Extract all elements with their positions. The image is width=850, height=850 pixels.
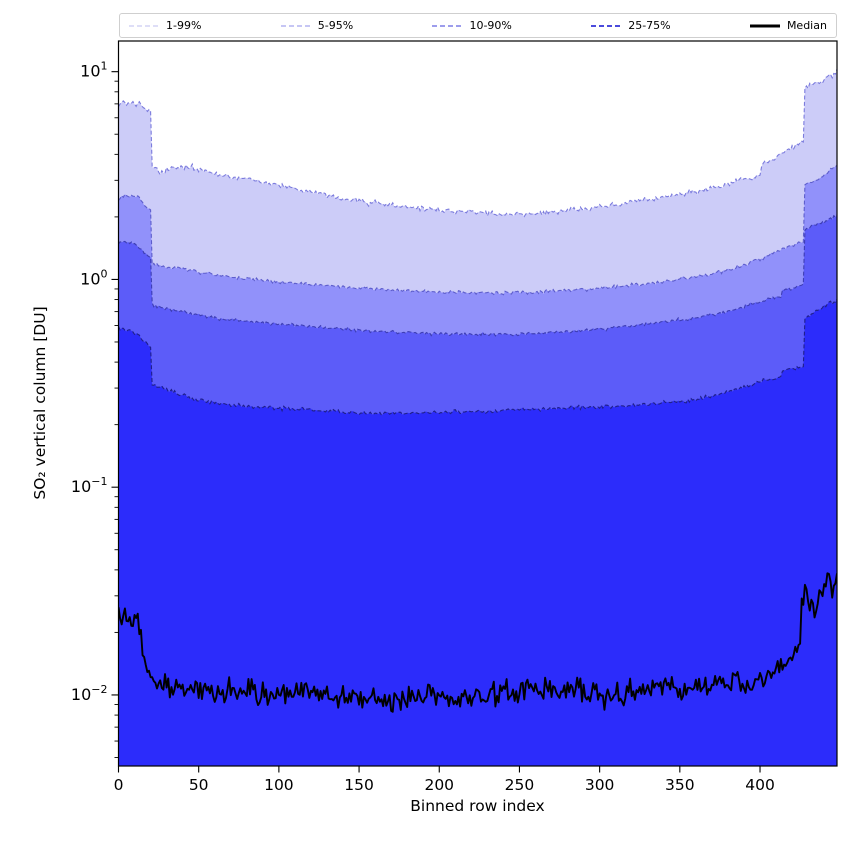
x-tick-label: 150 (344, 776, 374, 794)
legend-label: 25-75% (628, 19, 671, 32)
band-edges (118, 68, 837, 416)
legend-entry-5-95: 5-95% (280, 19, 354, 32)
x-tick-label: 300 (585, 776, 615, 794)
y-axis-label: SO₂ vertical column [DU] (31, 306, 49, 500)
x-tick-label: 250 (505, 776, 535, 794)
legend-line-sample (591, 24, 622, 27)
x-tick-label: 0 (114, 776, 124, 794)
x-tick-label: 400 (745, 776, 775, 794)
y-tick-label: 10−2 (71, 683, 108, 704)
x-tick-label: 200 (424, 776, 454, 794)
legend-label: 1-99% (166, 19, 202, 32)
band-edge-10-90 (118, 214, 837, 337)
band-edge-5-95 (118, 164, 837, 296)
legend-entry-25-75: 25-75% (591, 19, 671, 32)
legend-line-sample (280, 24, 311, 27)
legend: 1-99% 5-95% 10-90% 25-75% Median (119, 13, 837, 38)
y-tick-label: 101 (80, 60, 107, 81)
y-axis-ticks: 101 100 10−1 10−2 (71, 60, 119, 758)
band-edge-25-75 (118, 298, 837, 416)
band-fills (118, 69, 837, 766)
legend-label: 5-95% (317, 19, 354, 32)
y-tick-label: 100 (80, 267, 107, 288)
plot-frame (117, 40, 838, 767)
x-tick-label: 50 (189, 776, 209, 794)
legend-label: Median (786, 19, 827, 32)
legend-entry-1-99: 1-99% (129, 20, 201, 31)
median-line (118, 572, 837, 713)
x-tick-label: 350 (665, 776, 695, 794)
legend-label: 10-90% (469, 19, 512, 32)
legend-entry-median: Median (749, 19, 827, 32)
x-axis-label: Binned row index (410, 797, 545, 815)
x-tick-label: 100 (264, 776, 294, 794)
legend-line-sample (432, 24, 463, 27)
band-fill-25-75 (118, 299, 837, 766)
x-axis-ticks: 0 50 100 150 200 250 300 350 400 (114, 766, 775, 794)
legend-entry-10-90: 10-90% (432, 19, 512, 32)
y-tick-label: 10−1 (71, 475, 108, 496)
band-edge-1-99 (118, 68, 837, 218)
legend-line-sample (749, 24, 780, 27)
legend-line-sample (129, 24, 159, 27)
